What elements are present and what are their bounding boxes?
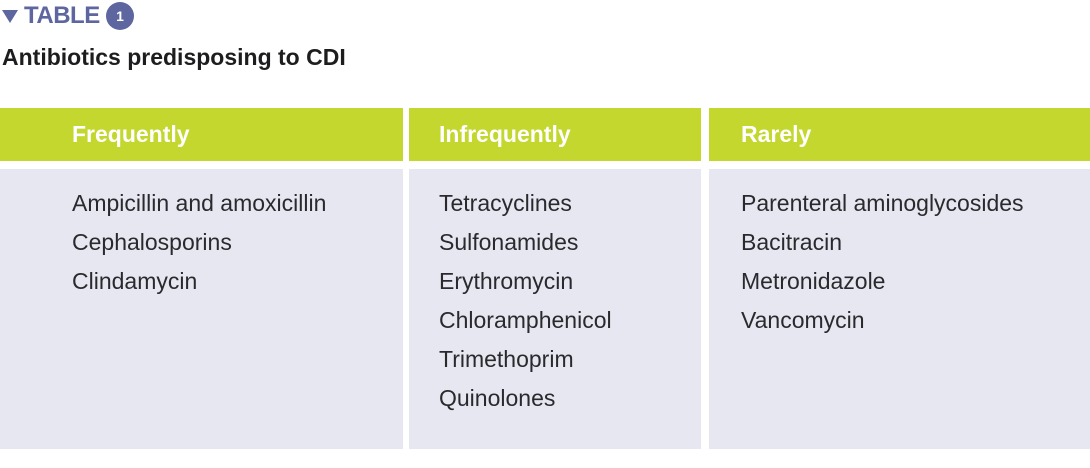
- list-item: Metronidazole: [741, 268, 886, 294]
- list-item: Tetracyclines: [439, 190, 572, 216]
- list-item: Ampicillin and amoxicillin: [72, 190, 327, 216]
- list-item: Sulfonamides: [439, 229, 579, 255]
- table-title: Antibiotics predisposing to CDI: [2, 44, 346, 70]
- list-item: Erythromycin: [439, 268, 574, 294]
- triangle-down-icon: [2, 9, 18, 23]
- table-column-rarely: Rarely Parenteral aminoglycosides Bacitrac…: [709, 108, 1090, 449]
- column-header: Infrequently: [409, 108, 701, 161]
- table-number-badge: 1: [105, 2, 134, 30]
- column-body: Ampicillin and amoxicillin Cephalosporins…: [0, 169, 403, 449]
- list-item: Cephalosporins: [72, 229, 232, 255]
- table-column-infrequently: Infrequently Tetracyclines Sulfonamides Ery…: [409, 108, 701, 449]
- list-item: Chloramphenicol: [439, 307, 612, 333]
- list-item: Clindamycin: [72, 268, 198, 294]
- list-item: Bacitracin: [741, 229, 842, 255]
- list-item: Vancomycin: [741, 307, 865, 333]
- column-body: Parenteral aminoglycosides Bacitracin Metr…: [709, 169, 1090, 449]
- list-item: Quinolones: [439, 385, 556, 411]
- table-label: TABLE 1: [2, 2, 134, 30]
- list-item: Parenteral aminoglycosides: [741, 190, 1024, 216]
- list-item: Trimethoprim: [439, 346, 574, 372]
- column-body: Tetracyclines Sulfonamides Erythromycin Chl…: [409, 169, 701, 449]
- column-header: Frequently: [0, 108, 403, 161]
- column-header: Rarely: [709, 108, 1090, 161]
- table-column-frequently: Frequently Ampicillin and amoxicillin Ceph…: [0, 108, 403, 449]
- table-label-text: TABLE: [24, 2, 100, 29]
